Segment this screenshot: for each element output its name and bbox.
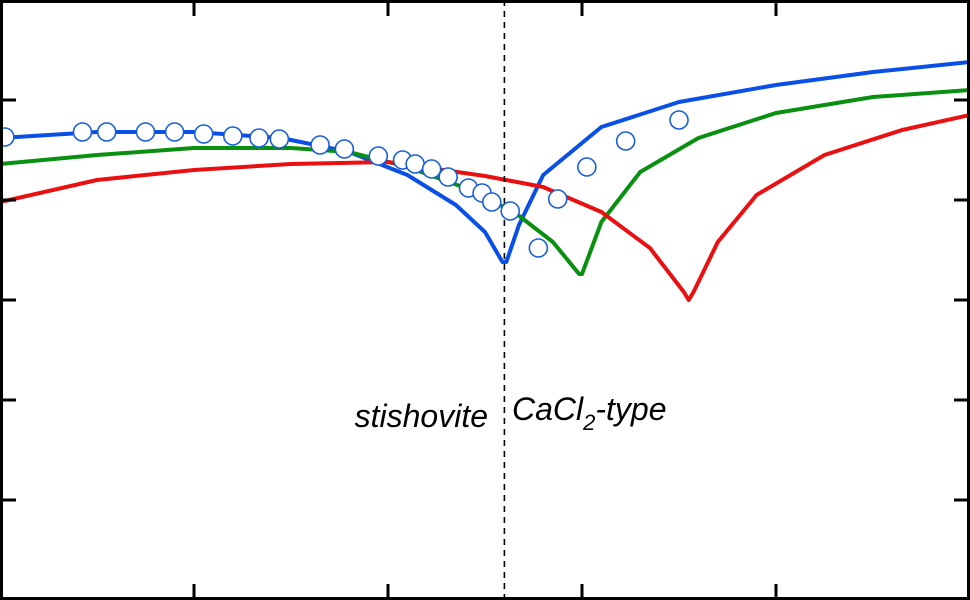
- data-point-4: [164, 122, 185, 142]
- subscript-2: 2: [582, 410, 595, 435]
- data-point-1: [72, 122, 93, 142]
- data-point-9: [310, 135, 330, 155]
- data-points: [0, 110, 689, 258]
- data-point-13: [405, 154, 425, 174]
- data-point-18: [481, 192, 502, 212]
- data-point-5: [193, 124, 214, 144]
- data-point-8: [269, 129, 290, 149]
- data-point-20: [528, 238, 549, 258]
- data-point-23: [615, 131, 636, 151]
- data-point-21: [547, 189, 568, 209]
- data-point-6: [223, 126, 243, 146]
- data-point-15: [438, 167, 458, 187]
- cacl2-type-label: CaCl2-type: [512, 391, 667, 435]
- type-suffix: -type: [595, 391, 666, 427]
- data-point-7: [249, 128, 269, 148]
- cacl-text: CaCl: [512, 391, 584, 427]
- data-point-3: [135, 122, 156, 142]
- data-point-14: [421, 159, 442, 179]
- series-line-1: [0, 88, 970, 276]
- data-point-10: [334, 139, 355, 159]
- data-point-2: [96, 122, 117, 142]
- data-point-19: [500, 201, 521, 221]
- data-point-0: [0, 127, 15, 147]
- stishovite-label: stishovite: [355, 398, 488, 434]
- data-point-24: [669, 110, 689, 130]
- data-point-11: [368, 146, 389, 166]
- data-point-22: [577, 157, 597, 177]
- series-line-2: [0, 113, 970, 302]
